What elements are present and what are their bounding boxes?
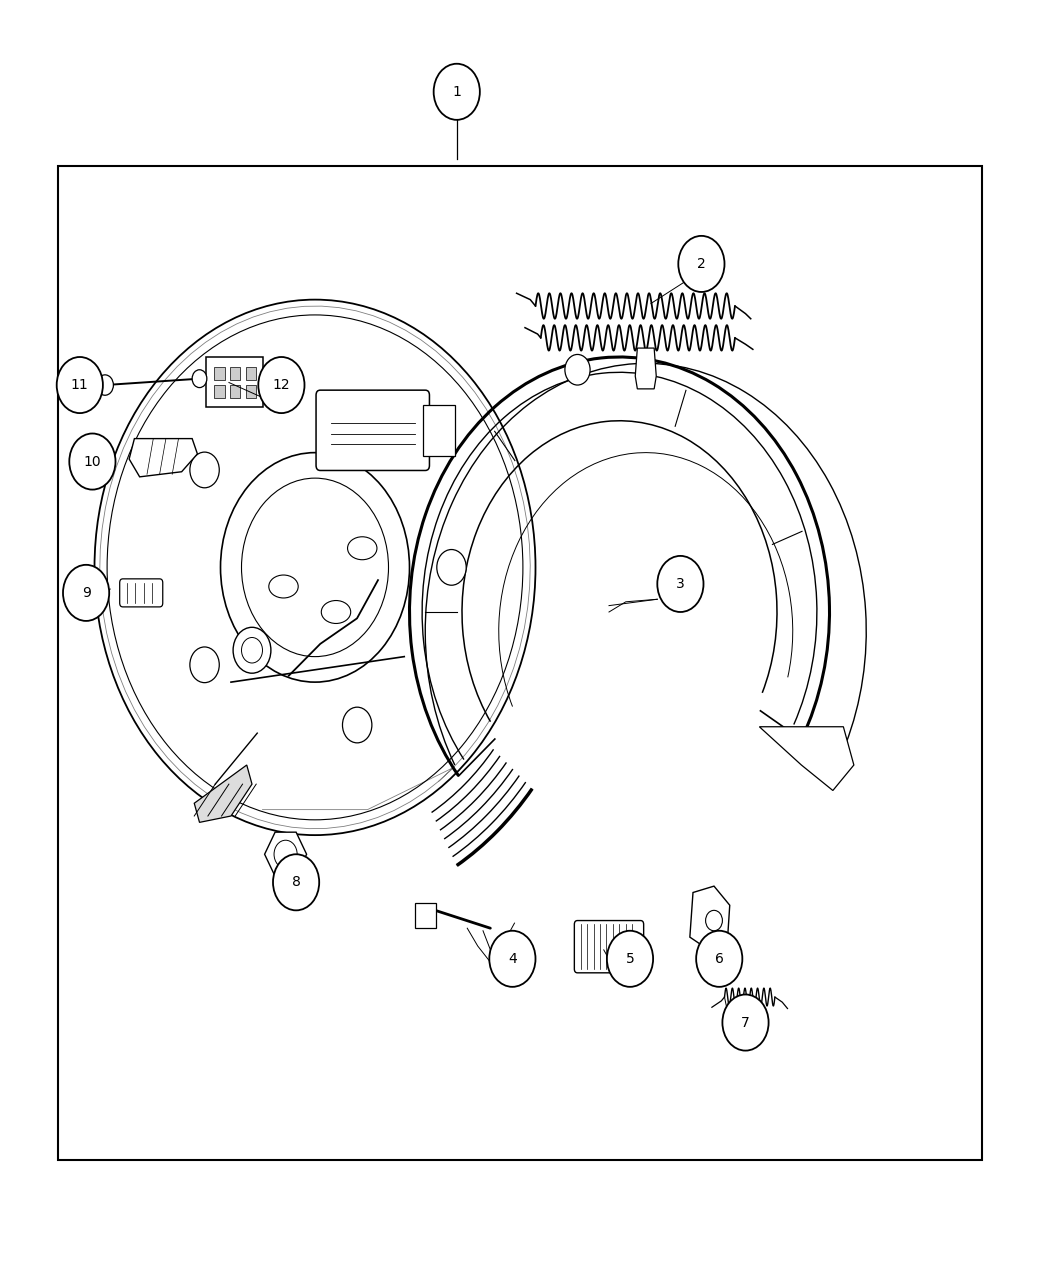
Text: 12: 12	[273, 379, 290, 391]
Circle shape	[69, 434, 116, 490]
FancyBboxPatch shape	[206, 357, 262, 407]
FancyBboxPatch shape	[316, 390, 429, 470]
FancyBboxPatch shape	[574, 921, 644, 973]
Circle shape	[190, 646, 219, 682]
Circle shape	[342, 391, 372, 427]
Polygon shape	[690, 886, 730, 950]
Text: 4: 4	[508, 952, 517, 965]
Circle shape	[220, 453, 410, 682]
Circle shape	[696, 931, 742, 987]
Circle shape	[678, 236, 724, 292]
Text: 1: 1	[453, 85, 461, 98]
FancyBboxPatch shape	[120, 579, 163, 607]
Circle shape	[342, 708, 372, 743]
Text: 5: 5	[626, 952, 634, 965]
Circle shape	[97, 375, 113, 395]
Bar	[214, 367, 225, 380]
Polygon shape	[129, 439, 197, 477]
Text: 7: 7	[741, 1016, 750, 1029]
Text: 8: 8	[292, 876, 300, 889]
Circle shape	[233, 627, 271, 673]
Bar	[230, 385, 240, 398]
Text: 2: 2	[697, 258, 706, 270]
Ellipse shape	[321, 601, 351, 623]
Circle shape	[258, 357, 304, 413]
Bar	[214, 385, 225, 398]
Polygon shape	[759, 727, 854, 790]
Circle shape	[565, 354, 590, 385]
Text: 3: 3	[676, 578, 685, 590]
Circle shape	[94, 300, 536, 835]
Circle shape	[607, 931, 653, 987]
Circle shape	[657, 556, 704, 612]
Bar	[246, 385, 256, 398]
Circle shape	[489, 931, 536, 987]
Circle shape	[273, 854, 319, 910]
Circle shape	[57, 357, 103, 413]
Bar	[230, 367, 240, 380]
Text: 9: 9	[82, 586, 90, 599]
Polygon shape	[194, 765, 252, 822]
Polygon shape	[635, 348, 656, 389]
Circle shape	[190, 453, 219, 488]
Text: 10: 10	[84, 455, 101, 468]
Text: 6: 6	[715, 952, 723, 965]
Bar	[246, 367, 256, 380]
Bar	[58, 166, 982, 1160]
Ellipse shape	[348, 537, 377, 560]
Bar	[415, 903, 436, 928]
Circle shape	[63, 565, 109, 621]
Circle shape	[437, 550, 466, 585]
Ellipse shape	[269, 575, 298, 598]
Bar	[423, 405, 455, 456]
Circle shape	[192, 370, 207, 388]
Circle shape	[722, 994, 769, 1051]
Text: 11: 11	[71, 379, 88, 391]
Circle shape	[434, 64, 480, 120]
